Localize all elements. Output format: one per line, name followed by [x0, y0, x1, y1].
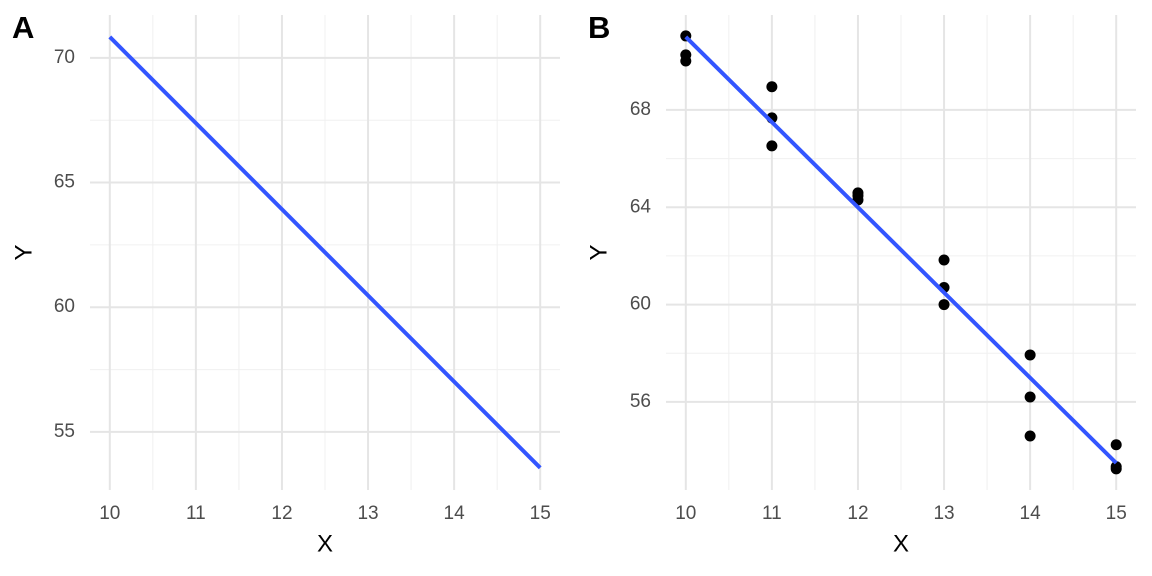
point: [1110, 463, 1122, 475]
x-tick-label: 13: [933, 503, 954, 524]
x-tick-label: 12: [847, 503, 868, 524]
y-axis-title: Y: [10, 244, 37, 260]
point: [680, 55, 692, 67]
point: [766, 140, 778, 152]
point: [938, 254, 950, 266]
x-tick-label: 12: [271, 503, 292, 524]
x-tick-label: 13: [357, 503, 378, 524]
point: [1024, 391, 1036, 403]
point: [1024, 430, 1036, 442]
y-tick-label: 70: [54, 47, 75, 68]
x-tick-label: 10: [99, 503, 120, 524]
panel-tag: B: [588, 10, 610, 45]
fit-line: [684, 35, 1118, 465]
point: [1024, 349, 1036, 361]
y-tick-label: 60: [630, 294, 651, 315]
x-tick-label: 15: [530, 503, 551, 524]
y-tick-label: 64: [630, 196, 652, 217]
x-axis-title: X: [317, 530, 333, 557]
x-tick-label: 10: [675, 503, 696, 524]
y-tick-label: 55: [54, 421, 75, 442]
x-tick-label: 14: [1020, 503, 1042, 524]
point: [938, 299, 950, 311]
x-tick-label: 11: [186, 503, 206, 524]
point: [1110, 439, 1122, 451]
y-tick-label: 60: [54, 296, 75, 317]
y-tick-label: 56: [630, 391, 651, 412]
panel-tag: A: [12, 10, 34, 45]
x-tick-label: 15: [1106, 503, 1127, 524]
y-tick-label: 65: [54, 172, 75, 193]
x-tick-label: 11: [762, 503, 782, 524]
point: [766, 81, 778, 93]
line: [108, 35, 542, 470]
x-tick-label: 14: [444, 503, 466, 524]
y-tick-label: 68: [630, 99, 651, 120]
y-axis-title: Y: [585, 244, 612, 260]
x-axis-title: X: [893, 530, 909, 557]
